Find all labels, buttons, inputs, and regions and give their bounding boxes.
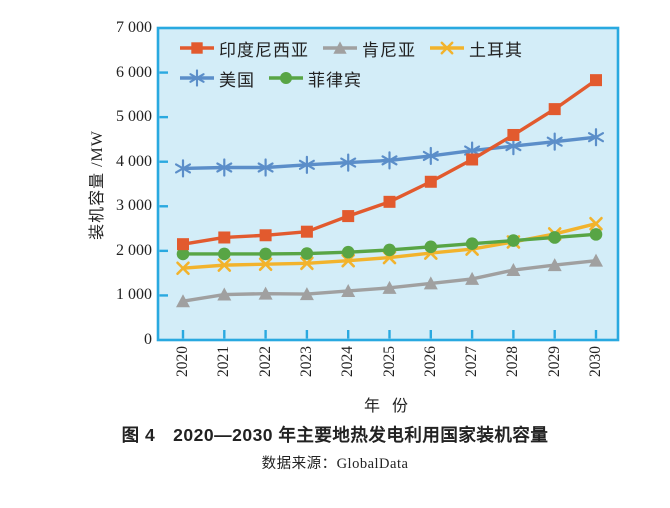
y-tick-label: 4 000 [116,152,152,170]
legend-row-1: 印度尼西亚 肯尼亚 土耳其 [180,34,523,62]
circle-marker [218,247,231,261]
asterisk-marker [381,151,398,170]
series-markers-kenya [176,253,603,308]
series-markers-philippines [176,228,603,261]
triangle-marker [176,294,190,308]
asterisk-marker [340,153,357,172]
x-marker [176,261,190,276]
circle-marker [341,245,355,259]
legend-label-turkey: 土耳其 [469,40,523,60]
square-marker [259,229,272,242]
asterisk-marker [174,159,192,178]
y-tick-label: 7 000 [116,19,152,36]
chart-legend: 印度尼西亚 肯尼亚 土耳其美国 菲律宾 [180,34,523,92]
square-marker [383,195,396,208]
figure-source: 数据来源：GlobalData [261,456,409,472]
legend-marker-usa [180,69,214,87]
x-tick-label: 2025 [380,346,398,377]
legend-item-philippines: 菲律宾 [269,64,362,92]
asterisk-marker [257,158,274,177]
x-tick-label: 2026 [421,346,439,377]
x-tick-label: 2023 [297,346,315,377]
circle-marker [507,234,520,247]
x-tick-label: 2029 [545,346,563,377]
square-marker [424,175,437,188]
square-marker [590,74,602,87]
square-marker [466,153,479,166]
asterisk-marker [587,128,605,147]
legend-row-2: 美国 菲律宾 [180,64,523,92]
circle-marker [259,247,272,261]
figure-caption: 图 4 2020—2030 年主要地热发电利用国家装机容量 [121,425,549,445]
legend-label-philippines: 菲律宾 [308,70,362,90]
circle-marker [589,228,603,241]
triangle-marker [506,263,521,277]
circle-marker [383,243,396,257]
legend-marker-philippines [269,72,303,84]
legend-label-indonesia: 印度尼西亚 [219,40,309,60]
y-tick-label: 3 000 [116,197,152,215]
circle-marker [176,247,190,261]
x-tick-label: 2024 [339,346,357,377]
triangle-marker [333,41,347,54]
legend-item-indonesia: 印度尼西亚 [180,34,309,62]
asterisk-marker [189,69,205,87]
legend-marker-indonesia [180,42,214,54]
x-tick-label: 2028 [504,346,522,377]
triangle-marker [547,258,562,272]
y-tick-label: 2 000 [116,241,152,259]
legend-item-kenya: 肯尼亚 [323,34,416,62]
series-markers-usa [174,128,605,178]
x-tick-label: 2022 [256,346,274,377]
legend-marker-turkey [430,41,464,55]
legend-label-kenya: 肯尼亚 [362,40,416,60]
x-marker [440,41,454,55]
y-tick-label: 5 000 [116,108,152,126]
triangle-marker [299,287,314,301]
square-marker [342,210,355,223]
legend-marker-kenya [323,41,357,54]
triangle-marker [217,287,232,301]
circle-marker [424,240,438,254]
asterisk-marker [216,158,233,177]
circle-marker [300,247,314,260]
asterisk-marker [546,132,563,151]
x-marker [217,258,232,272]
circle-marker [465,237,479,251]
legend-item-usa: 美国 [180,64,255,92]
triangle-marker [258,286,273,300]
x-tick-label: 2020 [174,346,191,377]
x-marker [258,257,273,272]
triangle-marker [465,271,480,285]
x-tick-label: 2021 [215,346,233,377]
triangle-marker [341,283,356,297]
x-tick-label: 2027 [463,346,481,377]
y-tick-label: 0 [144,331,152,348]
line-chart [156,26,620,342]
triangle-marker [423,276,438,290]
square-marker [191,42,203,54]
asterisk-marker [298,155,315,174]
square-marker [300,225,313,238]
plot-area: 印度尼西亚 肯尼亚 土耳其美国 菲律宾 [156,26,620,342]
circle-marker [548,231,561,244]
circle-marker [280,72,292,84]
legend-label-usa: 美国 [219,70,255,90]
x-marker [300,256,314,271]
x-axis-title: 年 份 [363,398,412,415]
series-markers-indonesia [177,74,602,251]
x-tick-label: 2030 [587,346,604,377]
x-marker [589,216,603,231]
legend-item-turkey: 土耳其 [430,34,523,62]
y-tick-label: 1 000 [116,286,152,304]
y-tick-label: 6 000 [116,63,152,81]
square-marker [548,103,561,116]
asterisk-marker [422,146,439,166]
square-marker [177,238,189,251]
square-marker [218,231,231,244]
square-marker [507,128,520,141]
triangle-marker [589,253,603,267]
triangle-marker [382,280,397,294]
